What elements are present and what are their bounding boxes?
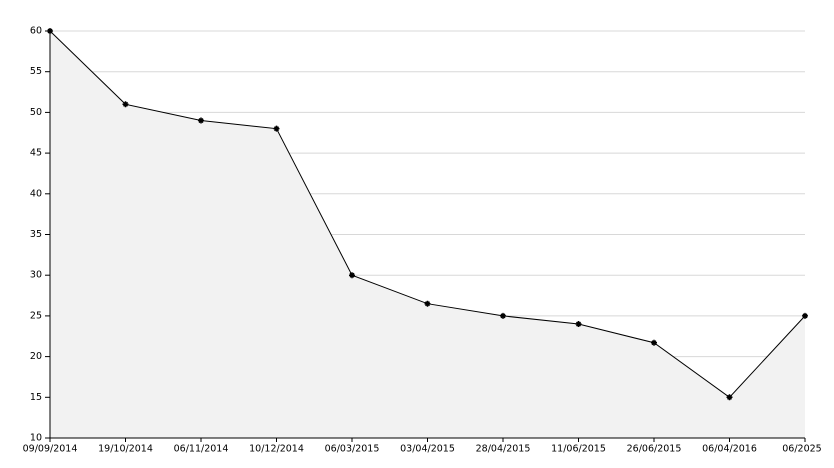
y-tick-label: 50 — [30, 107, 42, 118]
marker — [651, 339, 657, 346]
marker — [273, 125, 280, 132]
x-tick-label: 28/04/2015 — [476, 444, 531, 455]
y-tick-label: 30 — [30, 270, 42, 281]
marker — [349, 272, 355, 279]
y-tick-label: 60 — [30, 26, 42, 37]
x-tick-label: 06/11/2014 — [174, 444, 229, 455]
x-tick-label: 06/04/2016 — [702, 444, 757, 455]
y-tick-label: 45 — [30, 148, 42, 159]
marker — [424, 300, 431, 307]
x-tick-label: 19/10/2014 — [98, 444, 153, 455]
y-tick-label: 10 — [30, 433, 42, 444]
x-tick-label: 06/03/2015 — [325, 444, 380, 455]
marker — [726, 394, 733, 401]
x-tick-label: 11/06/2015 — [551, 444, 606, 455]
marker — [198, 117, 204, 124]
area — [50, 31, 805, 438]
y-tick-label: 15 — [30, 392, 42, 403]
marker — [575, 321, 582, 328]
marker — [122, 101, 129, 108]
x-tick-label: 10/12/2014 — [249, 444, 304, 455]
y-tick-label: 35 — [30, 229, 42, 240]
y-tick-label: 25 — [30, 310, 42, 321]
y-tick-label: 20 — [30, 351, 42, 362]
y-tick-label: 55 — [30, 66, 42, 77]
x-tick-label: 03/04/2015 — [400, 444, 455, 455]
x-tick-label: 09/09/2014 — [23, 444, 78, 455]
marker — [802, 312, 808, 319]
marker — [47, 28, 53, 34]
y-tick-label: 40 — [30, 188, 42, 199]
x-tick-label: 06/2025 — [782, 444, 821, 455]
x-tick-label: 26/06/2015 — [627, 444, 682, 455]
marker — [500, 312, 506, 319]
